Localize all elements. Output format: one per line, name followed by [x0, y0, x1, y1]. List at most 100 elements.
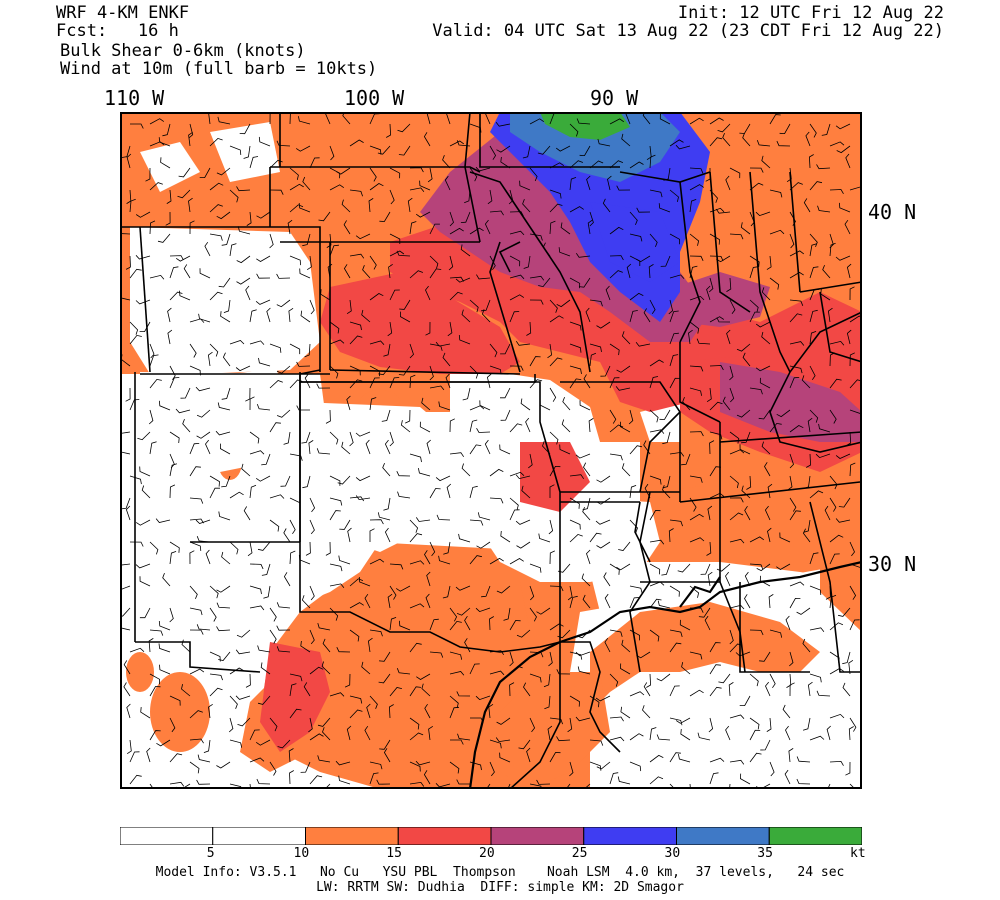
wind-barb [135, 563, 151, 569]
wind-barb [705, 167, 711, 182]
wind-barb [575, 453, 591, 459]
wind-barb [849, 315, 862, 323]
wind-barb [543, 673, 551, 688]
wind-barb [609, 343, 620, 356]
wind-barb [764, 505, 771, 521]
wind-barb [529, 118, 545, 125]
wind-barb [487, 189, 493, 205]
wind-barb [429, 651, 444, 658]
wind-barb [137, 431, 151, 441]
wind-barb [689, 607, 704, 613]
wind-barb [169, 695, 181, 706]
wind-barb [458, 334, 471, 345]
wind-barb [626, 263, 632, 279]
map-frame [120, 112, 862, 789]
wind-barb [609, 563, 620, 575]
wind-barb [809, 309, 818, 323]
wind-barb [169, 431, 180, 444]
wind-barb [476, 427, 491, 433]
wind-barb [735, 651, 751, 657]
wind-barb [409, 781, 425, 787]
wind-barb [549, 465, 561, 477]
wind-barb [555, 145, 571, 152]
wind-barb [729, 497, 744, 503]
wind-barb [449, 211, 454, 227]
wind-barb [741, 431, 751, 444]
wind-barb [579, 400, 591, 411]
wind-barb [125, 505, 131, 521]
wind-barb [715, 208, 731, 214]
wind-barb [269, 422, 281, 433]
wind-barb [489, 365, 502, 375]
wind-barb [499, 752, 511, 763]
wind-barb [709, 207, 725, 213]
wind-barb [418, 468, 431, 477]
wind-barb [609, 629, 623, 637]
wind-barb [464, 638, 471, 653]
wind-barb [796, 607, 811, 615]
wind-barb [789, 597, 801, 609]
wind-barb [509, 682, 515, 697]
wind-barb [644, 483, 651, 499]
wind-barb [479, 400, 491, 411]
wind-barb [769, 229, 785, 235]
wind-barb [522, 199, 531, 213]
wind-barb [449, 607, 458, 622]
wind-barb [189, 761, 200, 774]
wind-barb [329, 431, 339, 445]
wind-barb [500, 156, 511, 169]
wind-barb [387, 321, 393, 337]
wind-barb [149, 378, 162, 389]
wind-barb [849, 585, 857, 600]
wind-barb [604, 593, 611, 609]
wind-barb [569, 519, 581, 530]
wind-barb [557, 563, 571, 573]
wind-barb [669, 139, 684, 147]
wind-barb [169, 551, 177, 565]
wind-barb [764, 462, 771, 477]
wind-barb [289, 673, 303, 682]
wind-barb [689, 265, 698, 279]
wind-barb [542, 441, 551, 455]
wind-barb [595, 695, 611, 702]
wind-barb [364, 725, 371, 741]
wind-barb [257, 645, 271, 653]
wind-barb [549, 299, 558, 313]
wind-barb [277, 739, 291, 749]
wind-barb [249, 156, 259, 169]
wind-barb [849, 783, 856, 789]
wind-barb [700, 563, 711, 575]
wind-barb [178, 167, 191, 178]
wind-barb [126, 153, 132, 169]
wind-barb [235, 695, 251, 700]
wind-barb [561, 419, 571, 433]
wind-barb [569, 378, 582, 389]
wind-barb [529, 585, 535, 601]
wind-barb [742, 132, 751, 147]
wind-barb [355, 495, 371, 501]
wind-barb [189, 220, 195, 235]
wind-barb [218, 511, 231, 521]
wind-barb [515, 474, 531, 480]
wind-barb [249, 729, 260, 741]
wind-barb [615, 386, 631, 391]
wind-barb [121, 497, 131, 510]
wind-barb [456, 691, 471, 697]
wind-barb [595, 519, 611, 525]
wind-barb [749, 729, 761, 741]
wind-barb [620, 663, 631, 675]
wind-barb [577, 629, 591, 639]
valid-time: Valid: 04 UTC Sat 13 Aug 22 (23 CDT Fri … [432, 21, 944, 41]
wind-barb [425, 593, 431, 609]
wind-barb [600, 365, 611, 377]
wind-barb [569, 160, 584, 169]
wind-barb [280, 475, 291, 487]
wind-barb [529, 379, 543, 389]
wind-barb [489, 650, 505, 656]
wind-barb [549, 752, 561, 763]
wind-barb [669, 752, 681, 763]
wind-barb [749, 266, 759, 279]
wind-barb [549, 203, 563, 213]
wind-barb [801, 375, 811, 389]
wind-barb [289, 167, 299, 180]
